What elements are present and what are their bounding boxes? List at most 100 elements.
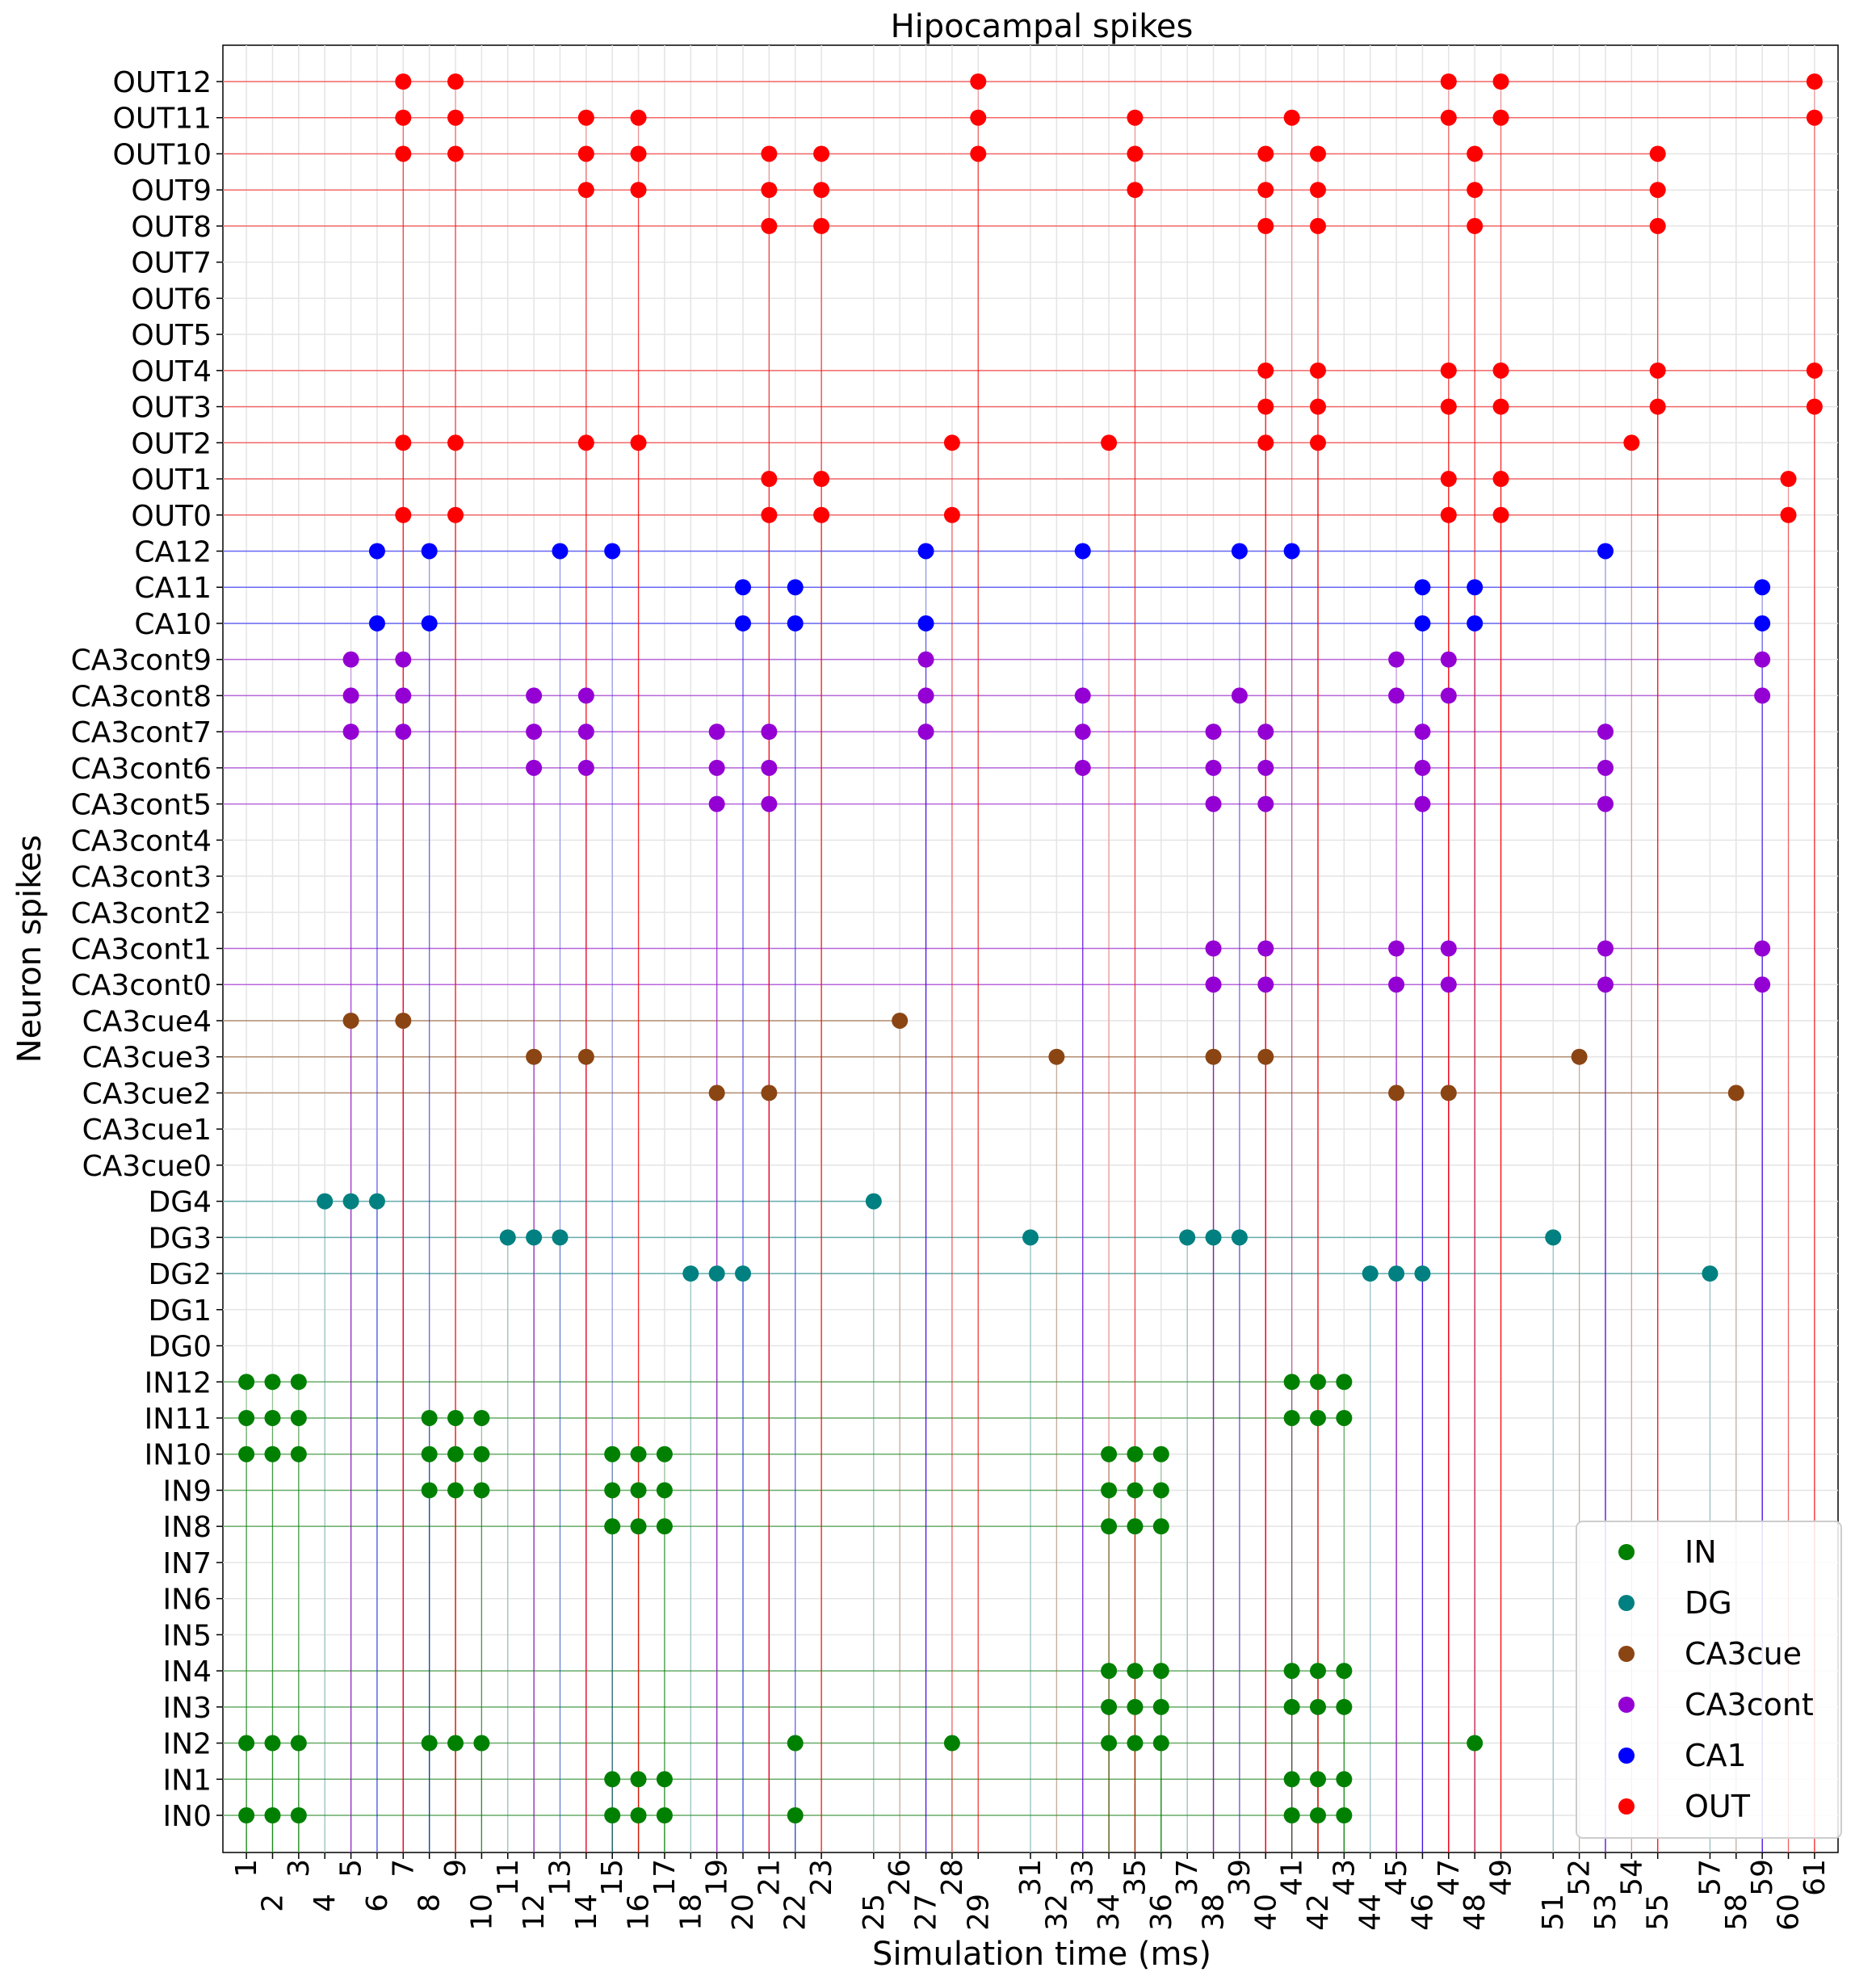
spike-point-in — [1467, 1735, 1484, 1752]
spike-point-ca1 — [787, 615, 804, 631]
spike-point-ca1 — [421, 543, 438, 560]
spike-point-out — [813, 471, 830, 488]
spike-point-out — [395, 434, 412, 451]
spike-point-ca3cue — [1257, 1048, 1274, 1065]
legend-marker — [1618, 1544, 1635, 1560]
legend-marker — [1618, 1798, 1635, 1815]
y-tick-label: OUT10 — [113, 138, 212, 171]
spike-point-out — [1492, 362, 1509, 379]
spike-point-in — [421, 1445, 438, 1462]
spike-point-ca3cont — [1597, 759, 1614, 776]
spike-point-in — [1309, 1771, 1326, 1788]
x-tick-label: 16 — [623, 1894, 656, 1931]
spike-point-ca1 — [368, 615, 385, 631]
x-tick-label: 32 — [1040, 1894, 1073, 1931]
spike-point-out — [761, 471, 778, 488]
legend-label: IN — [1685, 1534, 1717, 1570]
spike-point-in — [630, 1482, 647, 1499]
spike-point-ca3cont — [1388, 687, 1405, 704]
x-tick-label: 18 — [674, 1894, 707, 1931]
spike-point-ca3cue — [577, 1048, 594, 1065]
spike-point-out — [813, 506, 830, 523]
spike-point-ca3cue — [1205, 1048, 1222, 1065]
x-tick-label: 13 — [543, 1859, 577, 1896]
spike-point-out — [1309, 398, 1326, 415]
legend-label: CA3cont — [1685, 1687, 1814, 1722]
x-tick-label: 22 — [779, 1894, 812, 1931]
legend-marker — [1618, 1595, 1635, 1611]
spike-point-in — [447, 1409, 464, 1426]
spike-point-ca1 — [604, 543, 621, 560]
spike-point-ca1 — [917, 543, 934, 560]
y-tick-label: IN11 — [145, 1403, 212, 1436]
spike-point-ca3cont — [1257, 976, 1274, 993]
y-tick-label: OUT4 — [131, 355, 212, 388]
spike-point-in — [1152, 1445, 1169, 1462]
spike-point-in — [1101, 1445, 1118, 1462]
spike-point-ca3cont — [342, 651, 359, 668]
spike-point-out — [447, 73, 464, 90]
spike-point-in — [238, 1409, 255, 1426]
y-tick-label: IN2 — [163, 1728, 212, 1761]
spike-point-ca3cont — [1074, 759, 1091, 776]
spike-point-in — [1152, 1735, 1169, 1752]
spike-point-in — [1127, 1663, 1144, 1680]
spike-point-ca1 — [1074, 543, 1091, 560]
y-tick-label: IN0 — [163, 1800, 212, 1833]
spike-point-dg — [708, 1265, 725, 1282]
spike-point-in — [1283, 1409, 1300, 1426]
x-tick-label: 14 — [570, 1894, 603, 1931]
x-tick-label: 61 — [1798, 1859, 1832, 1896]
spike-point-in — [1152, 1482, 1169, 1499]
x-tick-label: 41 — [1276, 1859, 1309, 1896]
x-tick-label: 51 — [1537, 1894, 1570, 1931]
legend-marker — [1618, 1646, 1635, 1662]
chart-title: Hipocampal spikes — [891, 8, 1194, 45]
y-tick-label: CA3cont8 — [71, 680, 212, 713]
y-tick-label: CA3cont6 — [71, 753, 212, 786]
spike-point-ca3cont — [761, 759, 778, 776]
spike-point-ca3cue — [1048, 1048, 1065, 1065]
y-tick-label: CA10 — [134, 608, 212, 641]
spike-point-ca3cont — [1388, 651, 1405, 668]
legend-box — [1576, 1521, 1842, 1839]
x-tick-label: 8 — [413, 1894, 447, 1912]
spike-point-ca3cont — [1257, 724, 1274, 741]
spike-point-out — [395, 73, 412, 90]
spike-point-ca3cont — [708, 795, 725, 812]
spike-point-in — [1283, 1698, 1300, 1715]
y-tick-label: CA3cont0 — [71, 969, 212, 1002]
y-tick-label: OUT2 — [131, 427, 212, 460]
spike-point-in — [290, 1445, 307, 1462]
spike-point-ca3cont — [708, 724, 725, 741]
spike-point-ca3cue — [526, 1048, 543, 1065]
spike-point-ca3cont — [1205, 940, 1222, 957]
spike-point-out — [577, 145, 594, 162]
spike-point-ca3cont — [1074, 687, 1091, 704]
spike-point-in — [1336, 1409, 1353, 1426]
spike-point-in — [1101, 1698, 1118, 1715]
spike-point-ca3cont — [1440, 687, 1457, 704]
spike-point-in — [787, 1735, 804, 1752]
legend-label: DG — [1685, 1585, 1732, 1621]
spike-point-in — [604, 1771, 621, 1788]
y-tick-label: IN1 — [163, 1764, 212, 1797]
spike-point-in — [656, 1807, 673, 1823]
x-tick-label: 37 — [1171, 1859, 1204, 1896]
y-tick-label: OUT6 — [131, 283, 212, 316]
spike-point-ca3cont — [526, 687, 543, 704]
spike-point-in — [1101, 1518, 1118, 1535]
spike-point-out — [630, 434, 647, 451]
y-tick-label: CA3cue2 — [82, 1077, 212, 1110]
spike-point-out — [1780, 506, 1797, 523]
spike-point-in — [264, 1409, 281, 1426]
spike-point-in — [421, 1735, 438, 1752]
spike-point-dg — [1545, 1229, 1562, 1246]
spike-point-out — [970, 145, 987, 162]
spike-point-out — [447, 109, 464, 126]
spike-point-out — [1440, 506, 1457, 523]
y-tick-label: OUT9 — [131, 174, 212, 208]
spike-point-in — [1152, 1663, 1169, 1680]
legend-label: CA3cue — [1685, 1636, 1802, 1672]
spike-point-ca3cont — [1257, 795, 1274, 812]
